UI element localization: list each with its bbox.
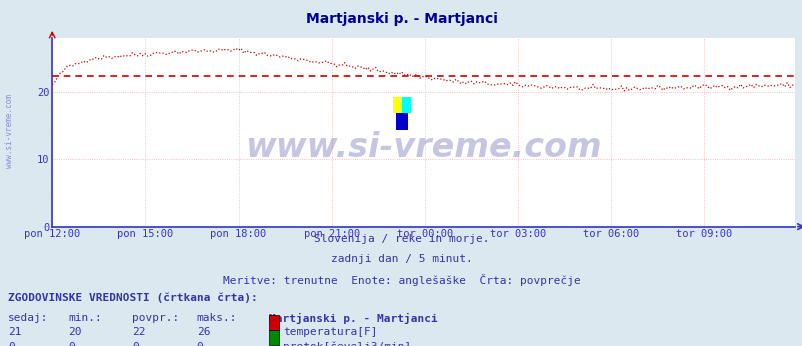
Text: 22: 22 [132, 327, 146, 337]
Text: 26: 26 [196, 327, 210, 337]
Text: www.si-vreme.com: www.si-vreme.com [245, 131, 602, 164]
Text: 0: 0 [196, 342, 203, 346]
Text: sedaj:: sedaj: [8, 313, 48, 323]
Text: www.si-vreme.com: www.si-vreme.com [5, 94, 14, 169]
Text: ZGODOVINSKE VREDNOSTI (črtkana črta):: ZGODOVINSKE VREDNOSTI (črtkana črta): [8, 292, 257, 303]
Text: Martjanski p. - Martjanci: Martjanski p. - Martjanci [306, 12, 496, 26]
Text: zadnji dan / 5 minut.: zadnji dan / 5 minut. [330, 254, 472, 264]
Text: pretok[čevelj3/min]: pretok[čevelj3/min] [283, 342, 411, 346]
Text: Martjanski p. - Martjanci: Martjanski p. - Martjanci [269, 313, 437, 324]
Text: 0: 0 [8, 342, 14, 346]
Text: min.:: min.: [68, 313, 102, 323]
Text: Meritve: trenutne  Enote: anglešaške  Črta: povprečje: Meritve: trenutne Enote: anglešaške Črta… [222, 274, 580, 286]
Text: Slovenija / reke in morje.: Slovenija / reke in morje. [314, 234, 488, 244]
Text: 0: 0 [68, 342, 75, 346]
Text: povpr.:: povpr.: [132, 313, 180, 323]
Text: 21: 21 [8, 327, 22, 337]
Text: 0: 0 [132, 342, 139, 346]
Text: temperatura[F]: temperatura[F] [283, 327, 378, 337]
Text: maks.:: maks.: [196, 313, 237, 323]
Text: 20: 20 [68, 327, 82, 337]
